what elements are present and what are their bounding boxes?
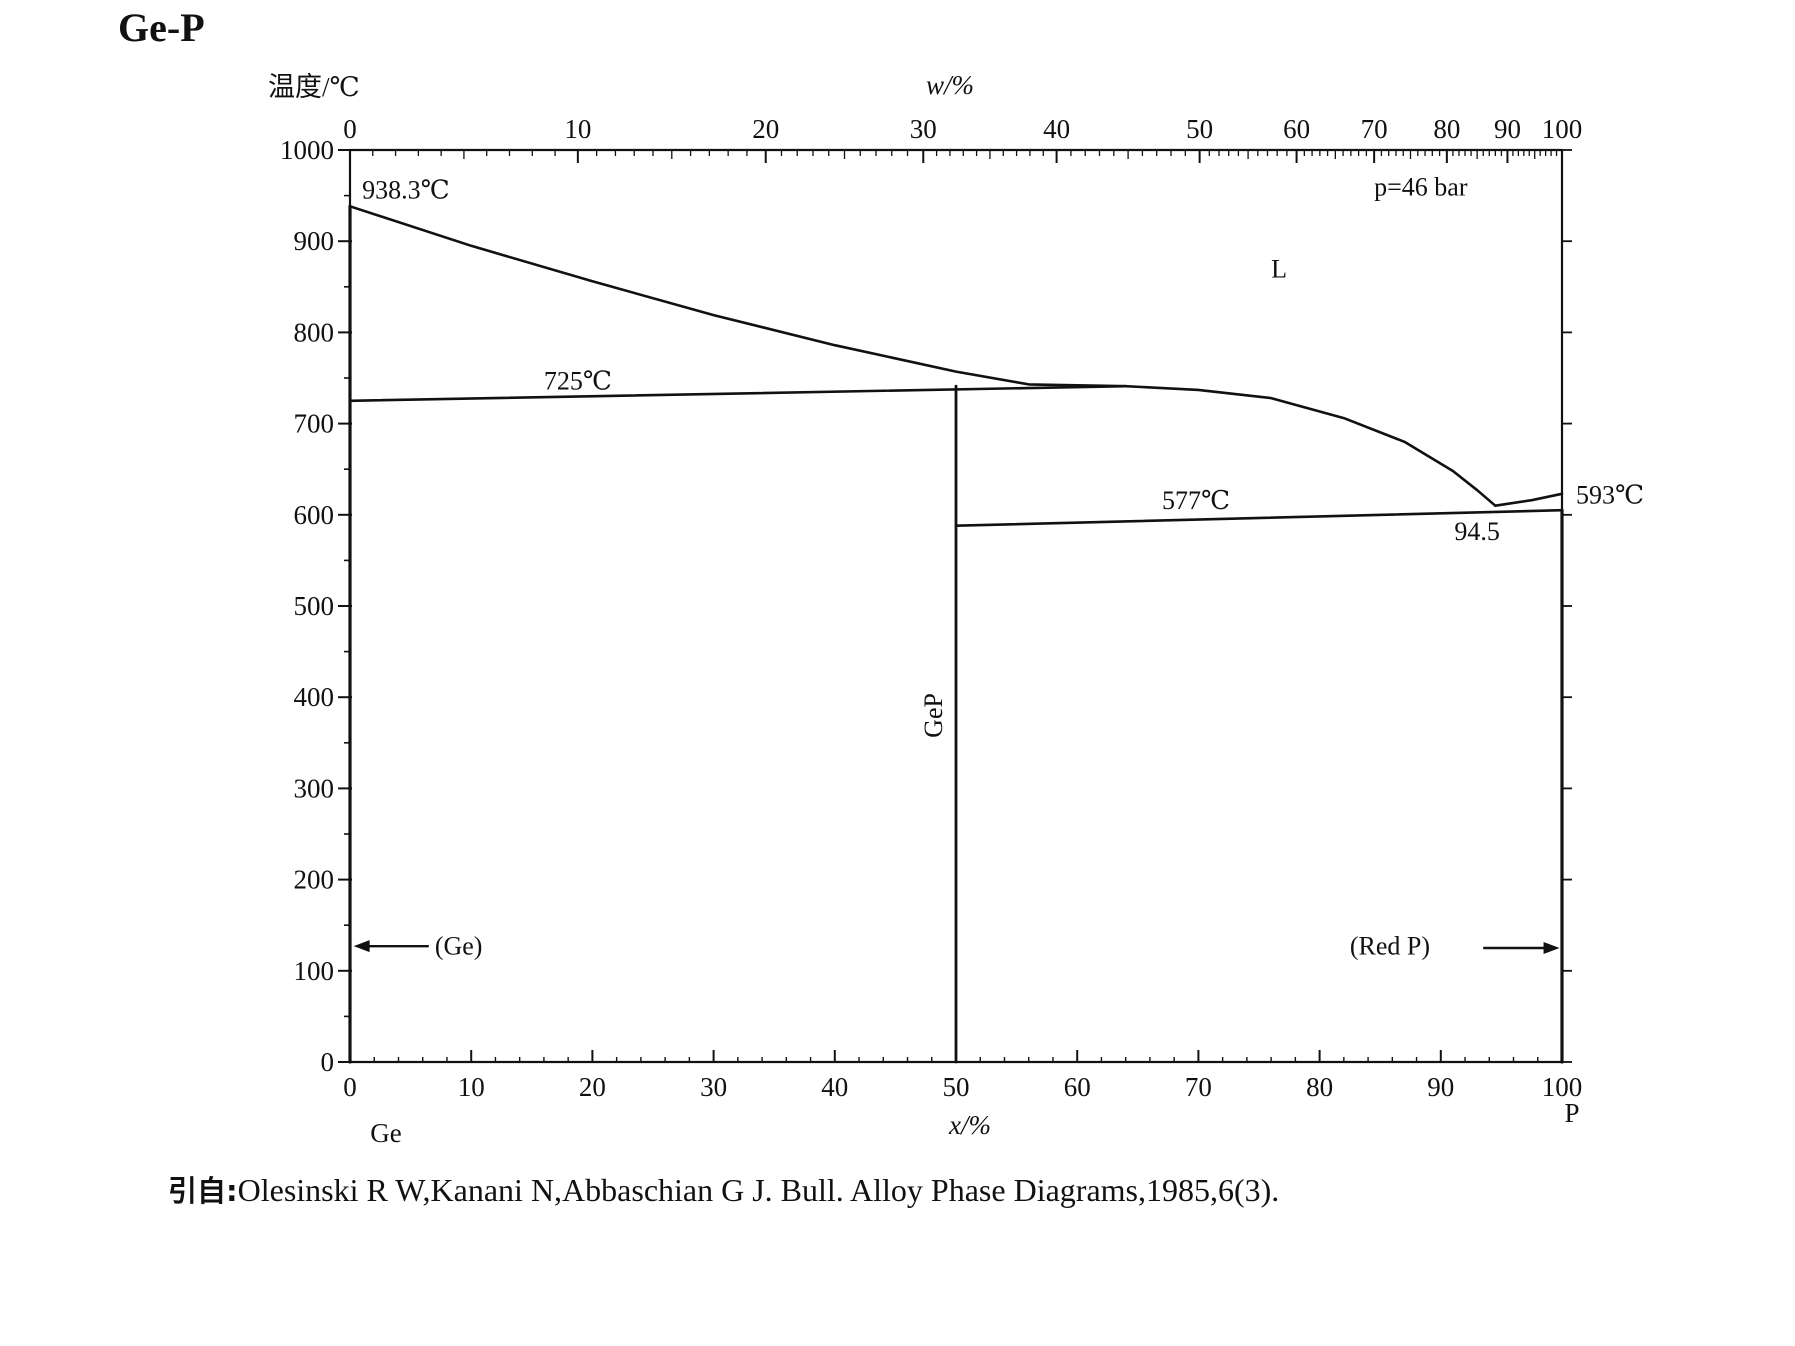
w-tick-label: 90 <box>1494 114 1521 144</box>
y-tick-label: 400 <box>294 682 335 712</box>
liquidus-p-side-curve <box>1494 492 1564 508</box>
red-p-arrow-head <box>1543 942 1560 954</box>
x-tick-label: 80 <box>1306 1072 1333 1102</box>
y-tick-label: 0 <box>321 1047 335 1077</box>
x-tick-label: 70 <box>1185 1072 1212 1102</box>
w-tick-label: 20 <box>752 114 779 144</box>
pressure-note: p=46 bar <box>1374 173 1468 202</box>
x-tick-label: 90 <box>1427 1072 1454 1102</box>
w-tick-label: 50 <box>1186 114 1213 144</box>
element-p-label: P <box>1564 1098 1579 1128</box>
citation-prefix: 引自: <box>168 1174 238 1208</box>
label-725: 725℃ <box>544 366 612 395</box>
ge-arrow-head <box>353 940 370 953</box>
w-tick-label: 70 <box>1361 114 1388 144</box>
diagram-title: Ge-P <box>118 5 205 50</box>
liquidus-left-curve <box>348 205 1127 388</box>
liquidus-right-curve <box>1124 384 1497 508</box>
w-tick-label: 0 <box>343 114 357 144</box>
y-tick-label: 600 <box>294 500 335 530</box>
x-tick-label: 100 <box>1542 1072 1583 1102</box>
label-593: 593℃ <box>1576 480 1644 509</box>
element-ge-label: Ge <box>370 1118 401 1148</box>
w-tick-label: 30 <box>910 114 937 144</box>
x-tick-label: 0 <box>343 1072 357 1102</box>
y-tick-label: 500 <box>294 591 335 621</box>
x-tick-label: 50 <box>943 1072 970 1102</box>
y-tick-label: 300 <box>294 773 335 803</box>
w-tick-label: 40 <box>1043 114 1070 144</box>
eutectic-isotherm-577 <box>954 508 1564 528</box>
x-tick-label: 40 <box>821 1072 848 1102</box>
phase-label-liquid: L <box>1271 255 1287 284</box>
w-tick-label: 60 <box>1283 114 1310 144</box>
y-tick-label: 800 <box>294 317 335 347</box>
phase-boundaries <box>348 204 1564 1064</box>
y-tick-label: 700 <box>294 409 335 439</box>
bottom-axis-title: x/% <box>948 1110 991 1140</box>
x-tick-label: 30 <box>700 1072 727 1102</box>
label-94-5: 94.5 <box>1454 517 1500 546</box>
y-tick-label: 900 <box>294 226 335 256</box>
y-tick-label: 100 <box>294 956 335 986</box>
label-577: 577℃ <box>1162 486 1230 515</box>
phase-label-red-p: (Red P) <box>1350 931 1430 960</box>
y-tick-label: 1000 <box>280 135 334 165</box>
label-ge-melting: 938.3℃ <box>362 175 450 204</box>
w-tick-label: 80 <box>1433 114 1460 144</box>
x-tick-label: 20 <box>579 1072 606 1102</box>
eutectic-isotherm-725 <box>348 384 1127 403</box>
phase-label-gep: GeP <box>919 693 948 738</box>
citation-text: Olesinski R W,Kanani N,Abbaschian G J. B… <box>237 1172 1280 1208</box>
x-tick-label: 60 <box>1064 1072 1091 1102</box>
citation: 引自:Olesinski R W,Kanani N,Abbaschian G J… <box>168 1168 1279 1210</box>
w-tick-label: 100 <box>1542 114 1583 144</box>
phase-label-ge: (Ge) <box>435 931 483 960</box>
y-tick-label: 200 <box>294 865 335 895</box>
top-axis-title: w/% <box>926 70 974 100</box>
x-tick-label: 10 <box>458 1072 485 1102</box>
tick-marks <box>338 149 1572 1063</box>
w-tick-label: 10 <box>564 114 591 144</box>
y-axis-title: 温度/℃ <box>268 72 360 102</box>
